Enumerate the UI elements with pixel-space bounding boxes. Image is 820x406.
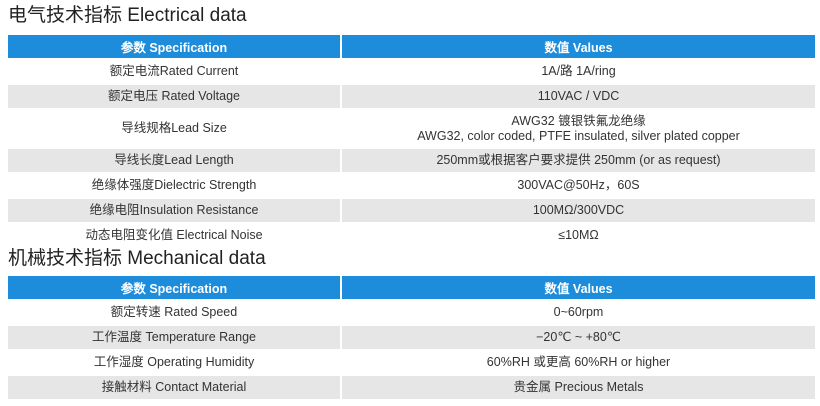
table-row: 工作湿度 Operating Humidity 60%RH 或更高 60%RH … [8, 349, 815, 375]
value-rated-voltage: 110VAC / VDC [341, 83, 815, 109]
table-row: 工作温度 Temperature Range −20℃ ~ +80℃ [8, 324, 815, 350]
value-dielectric-strength: 300VAC@50Hz，60S [341, 172, 815, 198]
electrical-section-title: 电气技术指标 Electrical data [8, 5, 247, 26]
table-row: 额定电流Rated Current 1A/路 1A/ring [8, 58, 815, 84]
value-lead-size: AWG32 镀银铁氟龙绝缘 AWG32, color coded, PTFE i… [341, 108, 815, 148]
value-contact-material: 贵金属 Precious Metals [341, 374, 815, 399]
table-header-row: 参数 Specification 数值 Values [8, 35, 815, 59]
table-row: 接触材料 Contact Material 贵金属 Precious Metal… [8, 374, 815, 399]
header-specification: 参数 Specification [8, 276, 342, 300]
spec-lead-length: 导线长度Lead Length [8, 147, 342, 173]
value-electrical-noise: ≤10MΩ [341, 222, 815, 247]
table-row: 绝缘体强度Dielectric Strength 300VAC@50Hz，60S [8, 172, 815, 198]
mechanical-data-table: 参数 Specification 数值 Values 额定转速 Rated Sp… [8, 276, 815, 399]
spec-rated-speed: 额定转速 Rated Speed [8, 299, 342, 325]
table-header-row: 参数 Specification 数值 Values [8, 276, 815, 300]
table-row: 额定转速 Rated Speed 0~60rpm [8, 299, 815, 325]
table-row: 绝缘电阻Insulation Resistance 100MΩ/300VDC [8, 197, 815, 223]
spec-rated-voltage: 额定电压 Rated Voltage [8, 83, 342, 109]
spec-lead-size: 导线规格Lead Size [8, 108, 342, 148]
spec-temperature-range: 工作温度 Temperature Range [8, 324, 342, 350]
table-row: 导线规格Lead Size AWG32 镀银铁氟龙绝缘 AWG32, color… [8, 108, 815, 148]
value-operating-humidity: 60%RH 或更高 60%RH or higher [341, 349, 815, 375]
value-lead-size-en: AWG32, color coded, PTFE insulated, silv… [417, 128, 740, 143]
value-rated-speed: 0~60rpm [341, 299, 815, 325]
spec-contact-material: 接触材料 Contact Material [8, 374, 342, 399]
header-values: 数值 Values [341, 276, 815, 300]
spec-operating-humidity: 工作湿度 Operating Humidity [8, 349, 342, 375]
table-row: 额定电压 Rated Voltage 110VAC / VDC [8, 83, 815, 109]
header-specification: 参数 Specification [8, 35, 342, 59]
value-lead-length: 250mm或根据客户要求提供 250mm (or as request) [341, 147, 815, 173]
electrical-data-table: 参数 Specification 数值 Values 额定电流Rated Cur… [8, 35, 815, 247]
table-row: 导线长度Lead Length 250mm或根据客户要求提供 250mm (or… [8, 147, 815, 173]
spec-insulation-resistance: 绝缘电阻Insulation Resistance [8, 197, 342, 223]
table-row: 动态电阻变化值 Electrical Noise ≤10MΩ [8, 222, 815, 247]
header-values: 数值 Values [341, 35, 815, 59]
value-lead-size-cn: AWG32 镀银铁氟龙绝缘 [511, 113, 646, 128]
value-insulation-resistance: 100MΩ/300VDC [341, 197, 815, 223]
mechanical-section-title: 机械技术指标 Mechanical data [8, 248, 266, 269]
spec-rated-current: 额定电流Rated Current [8, 58, 342, 84]
value-rated-current: 1A/路 1A/ring [341, 58, 815, 84]
spec-dielectric-strength: 绝缘体强度Dielectric Strength [8, 172, 342, 198]
value-temperature-range: −20℃ ~ +80℃ [341, 324, 815, 350]
spec-electrical-noise: 动态电阻变化值 Electrical Noise [8, 222, 342, 247]
